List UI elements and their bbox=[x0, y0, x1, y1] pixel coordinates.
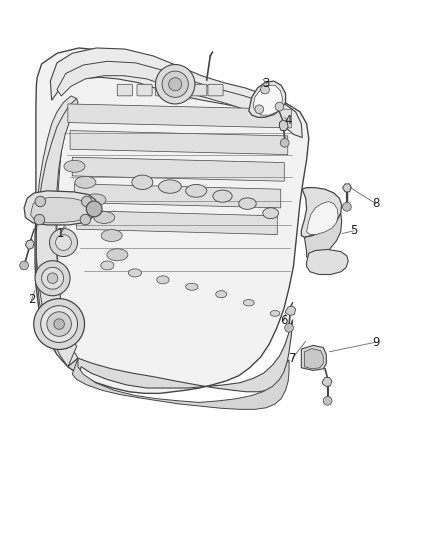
Circle shape bbox=[34, 214, 45, 225]
Text: 6: 6 bbox=[280, 314, 288, 327]
Text: 2: 2 bbox=[28, 293, 35, 306]
Ellipse shape bbox=[186, 283, 198, 290]
Polygon shape bbox=[72, 157, 284, 181]
Polygon shape bbox=[68, 320, 293, 392]
Text: 1: 1 bbox=[57, 227, 64, 240]
FancyBboxPatch shape bbox=[155, 84, 170, 96]
Circle shape bbox=[54, 319, 64, 329]
Text: 5: 5 bbox=[350, 224, 357, 237]
Text: 3: 3 bbox=[263, 77, 270, 90]
Circle shape bbox=[80, 214, 91, 225]
FancyBboxPatch shape bbox=[137, 84, 152, 96]
Ellipse shape bbox=[75, 176, 96, 188]
Ellipse shape bbox=[94, 212, 115, 223]
Circle shape bbox=[162, 71, 188, 98]
Polygon shape bbox=[74, 184, 281, 208]
Ellipse shape bbox=[85, 194, 106, 206]
Circle shape bbox=[35, 261, 70, 296]
Circle shape bbox=[155, 64, 195, 104]
Circle shape bbox=[49, 229, 78, 256]
Circle shape bbox=[261, 85, 269, 94]
Circle shape bbox=[275, 102, 284, 111]
Circle shape bbox=[47, 312, 71, 336]
FancyBboxPatch shape bbox=[174, 84, 189, 96]
Ellipse shape bbox=[101, 230, 122, 241]
Ellipse shape bbox=[215, 290, 227, 298]
Text: 8: 8 bbox=[372, 197, 379, 210]
Circle shape bbox=[20, 261, 28, 270]
Polygon shape bbox=[307, 249, 348, 274]
Circle shape bbox=[280, 139, 289, 147]
Polygon shape bbox=[286, 306, 296, 316]
Polygon shape bbox=[36, 99, 78, 367]
Ellipse shape bbox=[157, 276, 169, 284]
Circle shape bbox=[255, 105, 264, 114]
Ellipse shape bbox=[101, 261, 114, 270]
Polygon shape bbox=[279, 120, 288, 131]
Circle shape bbox=[169, 78, 182, 91]
Circle shape bbox=[56, 235, 71, 251]
Ellipse shape bbox=[263, 208, 279, 219]
Circle shape bbox=[343, 203, 351, 211]
Polygon shape bbox=[301, 345, 326, 370]
Ellipse shape bbox=[239, 198, 256, 209]
Polygon shape bbox=[304, 349, 323, 369]
Ellipse shape bbox=[132, 175, 153, 189]
Ellipse shape bbox=[64, 160, 85, 172]
Polygon shape bbox=[36, 96, 78, 367]
Polygon shape bbox=[50, 48, 302, 138]
Polygon shape bbox=[72, 358, 289, 409]
Ellipse shape bbox=[159, 180, 181, 193]
Polygon shape bbox=[249, 81, 286, 117]
Circle shape bbox=[323, 397, 332, 405]
Ellipse shape bbox=[128, 269, 141, 277]
Polygon shape bbox=[24, 191, 97, 225]
Circle shape bbox=[35, 196, 46, 207]
Polygon shape bbox=[253, 85, 283, 115]
Polygon shape bbox=[304, 213, 342, 259]
Text: 4: 4 bbox=[284, 115, 292, 127]
Polygon shape bbox=[307, 201, 338, 235]
Polygon shape bbox=[57, 61, 287, 128]
Circle shape bbox=[86, 201, 102, 217]
Polygon shape bbox=[35, 48, 309, 393]
Polygon shape bbox=[70, 131, 288, 155]
Circle shape bbox=[47, 273, 58, 284]
Polygon shape bbox=[31, 197, 92, 223]
Text: 7: 7 bbox=[289, 352, 297, 365]
Ellipse shape bbox=[244, 300, 254, 306]
FancyBboxPatch shape bbox=[192, 84, 207, 96]
Ellipse shape bbox=[213, 190, 232, 202]
Ellipse shape bbox=[107, 249, 128, 261]
Polygon shape bbox=[68, 104, 291, 128]
Text: 9: 9 bbox=[372, 336, 380, 349]
Polygon shape bbox=[25, 240, 34, 249]
Polygon shape bbox=[77, 211, 277, 235]
Ellipse shape bbox=[186, 184, 207, 197]
Polygon shape bbox=[322, 377, 332, 386]
FancyBboxPatch shape bbox=[117, 84, 132, 96]
Polygon shape bbox=[301, 188, 342, 237]
Circle shape bbox=[34, 298, 85, 350]
Circle shape bbox=[285, 324, 293, 332]
Ellipse shape bbox=[270, 311, 280, 316]
FancyBboxPatch shape bbox=[208, 84, 223, 96]
Polygon shape bbox=[343, 184, 351, 192]
Circle shape bbox=[42, 267, 64, 289]
Circle shape bbox=[41, 305, 78, 343]
Circle shape bbox=[81, 196, 92, 207]
